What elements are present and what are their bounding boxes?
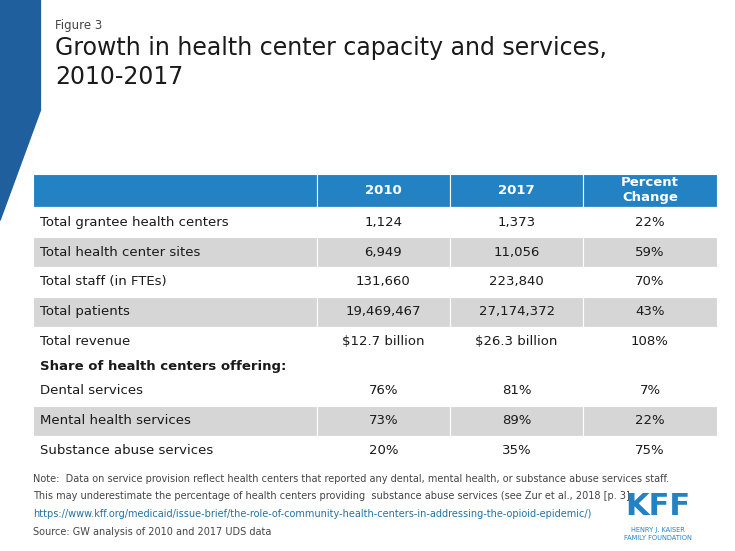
Bar: [450, 436, 584, 466]
Text: 1,373: 1,373: [498, 215, 536, 229]
Text: https://www.kff.org/medicaid/issue-brief/the-role-of-community-health-centers-in: https://www.kff.org/medicaid/issue-brief…: [33, 509, 592, 519]
Text: Growth in health center capacity and services,
2010-2017: Growth in health center capacity and ser…: [55, 36, 607, 89]
Text: 20%: 20%: [369, 444, 398, 457]
Bar: [33, 174, 317, 207]
Text: 89%: 89%: [502, 414, 531, 427]
Bar: [317, 267, 450, 297]
Bar: [450, 267, 584, 297]
Text: 2017: 2017: [498, 184, 535, 197]
Bar: [33, 207, 317, 237]
Text: 2010: 2010: [365, 184, 402, 197]
Bar: [584, 207, 717, 237]
Text: 7%: 7%: [639, 384, 661, 397]
Text: Substance abuse services: Substance abuse services: [40, 444, 214, 457]
Text: Note:  Data on service provision reflect health centers that reported any dental: Note: Data on service provision reflect …: [33, 474, 669, 484]
Text: 131,660: 131,660: [356, 276, 411, 289]
Text: Total health center sites: Total health center sites: [40, 246, 201, 258]
Bar: [450, 297, 584, 327]
Text: 76%: 76%: [369, 384, 398, 397]
Text: $12.7 billion: $12.7 billion: [343, 336, 425, 348]
Text: Total revenue: Total revenue: [40, 336, 131, 348]
Text: HENRY J. KAISER
FAMILY FOUNDATION: HENRY J. KAISER FAMILY FOUNDATION: [624, 527, 692, 541]
Text: KFF: KFF: [625, 491, 690, 521]
Text: 35%: 35%: [502, 444, 531, 457]
Bar: [584, 297, 717, 327]
Text: 59%: 59%: [635, 246, 664, 258]
Bar: [33, 357, 717, 376]
Bar: [33, 297, 317, 327]
Text: $26.3 billion: $26.3 billion: [476, 336, 558, 348]
Bar: [33, 436, 317, 466]
Bar: [33, 376, 317, 406]
Text: 11,056: 11,056: [493, 246, 540, 258]
Bar: [450, 174, 584, 207]
Text: 6,949: 6,949: [365, 246, 402, 258]
Text: Figure 3: Figure 3: [55, 19, 102, 33]
Polygon shape: [0, 0, 40, 220]
Text: 75%: 75%: [635, 444, 664, 457]
Text: 19,469,467: 19,469,467: [345, 305, 421, 318]
Bar: [317, 327, 450, 357]
Text: 22%: 22%: [635, 215, 664, 229]
Bar: [33, 237, 317, 267]
Text: Total grantee health centers: Total grantee health centers: [40, 215, 229, 229]
Text: Share of health centers offering:: Share of health centers offering:: [40, 360, 287, 373]
Bar: [584, 237, 717, 267]
Bar: [584, 376, 717, 406]
Text: 22%: 22%: [635, 414, 664, 427]
Text: 70%: 70%: [635, 276, 664, 289]
Text: 73%: 73%: [368, 414, 398, 427]
Bar: [317, 436, 450, 466]
Bar: [33, 406, 317, 436]
Text: 108%: 108%: [631, 336, 669, 348]
Bar: [317, 406, 450, 436]
Bar: [33, 267, 317, 297]
Bar: [584, 406, 717, 436]
Text: Source: GW analysis of 2010 and 2017 UDS data: Source: GW analysis of 2010 and 2017 UDS…: [33, 527, 271, 537]
Text: Mental health services: Mental health services: [40, 414, 191, 427]
Text: 223,840: 223,840: [490, 276, 544, 289]
Text: Total staff (in FTEs): Total staff (in FTEs): [40, 276, 167, 289]
Text: Percent
Change: Percent Change: [621, 176, 679, 204]
Bar: [317, 237, 450, 267]
Bar: [584, 327, 717, 357]
Text: This may underestimate the percentage of health centers providing  substance abu: This may underestimate the percentage of…: [33, 491, 630, 501]
Bar: [450, 327, 584, 357]
Bar: [584, 436, 717, 466]
Text: 81%: 81%: [502, 384, 531, 397]
Bar: [317, 297, 450, 327]
Bar: [450, 406, 584, 436]
Bar: [450, 376, 584, 406]
Bar: [317, 376, 450, 406]
Bar: [450, 237, 584, 267]
Bar: [450, 207, 584, 237]
Text: 1,124: 1,124: [365, 215, 402, 229]
Text: 43%: 43%: [635, 305, 664, 318]
Bar: [584, 174, 717, 207]
Bar: [33, 327, 317, 357]
Bar: [317, 207, 450, 237]
Bar: [584, 267, 717, 297]
Text: Total patients: Total patients: [40, 305, 130, 318]
Text: 27,174,372: 27,174,372: [478, 305, 555, 318]
Text: Dental services: Dental services: [40, 384, 143, 397]
Bar: [317, 174, 450, 207]
